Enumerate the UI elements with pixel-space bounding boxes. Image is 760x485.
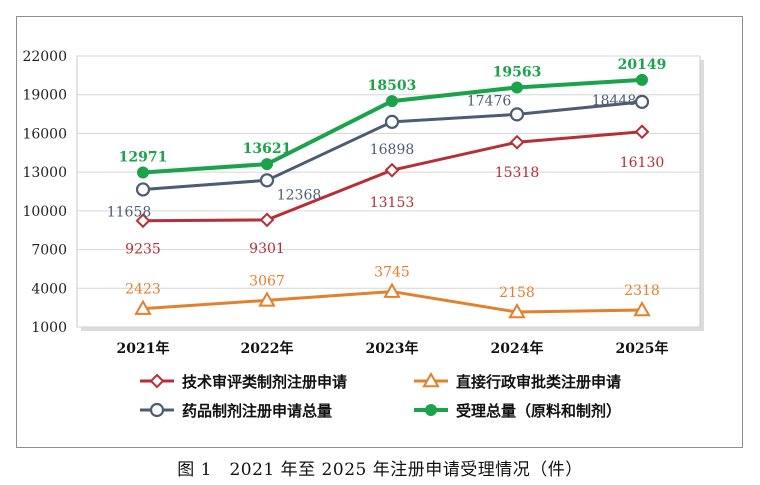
y-tick-label: 10000 <box>22 204 67 220</box>
data-label-admin-approval: 2423 <box>125 282 161 298</box>
legend-label: 直接行政审批类注册申请 <box>456 373 621 391</box>
data-label-tech-review: 16130 <box>620 155 665 171</box>
data-label-accepted-total: 12971 <box>119 150 168 166</box>
data-point-admin-approval <box>633 300 651 317</box>
data-point-formulation-total <box>259 173 275 188</box>
data-point-accepted-total <box>386 95 398 108</box>
y-tick-label: 19000 <box>22 88 67 104</box>
y-tick-label: 16000 <box>22 126 67 142</box>
data-point-formulation-total <box>135 182 151 197</box>
data-label-tech-review: 13153 <box>370 195 415 211</box>
data-label-accepted-total: 13621 <box>243 141 292 157</box>
y-tick-label: 7000 <box>31 243 67 259</box>
data-point-admin-approval <box>134 299 152 315</box>
data-point-accepted-total <box>636 73 648 86</box>
legend-marker <box>149 373 165 389</box>
y-tick-label: 22000 <box>22 49 67 65</box>
data-label-accepted-total: 19563 <box>493 64 542 80</box>
data-point-tech-review <box>135 213 151 229</box>
data-label-tech-review: 15318 <box>495 165 540 181</box>
x-tick-label: 2025年 <box>616 340 669 357</box>
y-tick-label: 1000 <box>31 320 67 336</box>
data-point-accepted-total <box>137 166 149 179</box>
y-tick-label: 4000 <box>31 281 67 297</box>
data-point-admin-approval <box>258 291 276 307</box>
figure-caption: 图 1 2021 年至 2025 年注册申请受理情况（件） <box>177 460 583 480</box>
x-tick-label: 2023年 <box>366 340 419 357</box>
legend-marker <box>149 402 165 418</box>
data-label-formulation-total: 12368 <box>277 187 322 203</box>
legend-marker <box>425 404 437 416</box>
data-label-admin-approval: 3745 <box>374 265 410 281</box>
data-label-formulation-total: 17476 <box>467 93 512 109</box>
data-label-admin-approval: 2318 <box>624 283 660 299</box>
data-point-tech-review <box>384 162 400 178</box>
data-point-formulation-total <box>634 94 650 109</box>
data-point-formulation-total <box>384 114 400 129</box>
data-point-admin-approval <box>508 303 526 319</box>
data-point-formulation-total <box>509 107 525 122</box>
x-tick-label: 2022年 <box>241 340 294 357</box>
data-label-formulation-total: 16898 <box>370 142 415 158</box>
data-point-admin-approval <box>383 282 401 298</box>
data-label-formulation-total: 18448 <box>592 93 637 109</box>
data-point-tech-review <box>259 212 275 228</box>
data-label-tech-review: 9235 <box>125 242 161 258</box>
legend-label: 技术审评类制剂注册申请 <box>182 373 347 391</box>
y-tick-label: 13000 <box>22 165 67 181</box>
data-point-accepted-total <box>511 81 523 94</box>
legend-label: 药品制剂注册申请总量 <box>182 402 332 420</box>
legend-marker <box>422 371 440 388</box>
data-label-tech-review: 9301 <box>249 241 285 257</box>
data-label-admin-approval: 2158 <box>499 285 535 301</box>
data-label-accepted-total: 18503 <box>368 78 417 94</box>
data-label-admin-approval: 3067 <box>249 273 285 289</box>
x-tick-label: 2021年 <box>117 340 170 357</box>
x-tick-label: 2024年 <box>491 340 544 357</box>
data-label-accepted-total: 20149 <box>618 57 667 73</box>
data-point-tech-review <box>509 134 525 150</box>
data-point-tech-review <box>634 124 650 140</box>
data-label-formulation-total: 11658 <box>107 204 152 220</box>
legend-label: 受理总量（原料和制剂） <box>456 402 621 420</box>
data-point-accepted-total <box>261 158 273 171</box>
